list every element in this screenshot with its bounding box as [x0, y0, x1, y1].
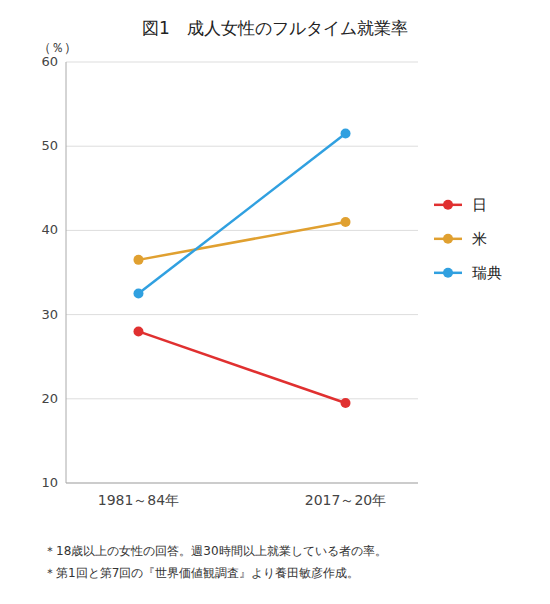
plot-area [133, 129, 350, 408]
y-tick-label: 30 [41, 307, 58, 322]
point [133, 326, 143, 336]
grid-line [66, 398, 418, 399]
legend-label: 米 [472, 230, 487, 248]
y-tick-label: 60 [41, 54, 58, 69]
grid-line [66, 230, 418, 231]
series-line [138, 134, 345, 294]
point [341, 129, 351, 139]
y-tick-label: 20 [41, 391, 58, 406]
footnote: ＊18歳以上の女性の回答。週30時間以上就業している者の率。 [44, 544, 387, 558]
series-line [138, 331, 345, 403]
legend-marker [443, 268, 453, 278]
legend-marker [443, 200, 453, 210]
y-tick-label: 40 [41, 222, 58, 237]
grid [66, 62, 418, 483]
grid-line [66, 62, 418, 63]
series-line [138, 222, 345, 260]
grid-line [66, 146, 418, 147]
point [133, 255, 143, 265]
x-tick-label: 1981～84年 [98, 492, 179, 508]
grid-line [66, 483, 418, 484]
chart: 図1 成人女性のフルタイム就業率 （％） 10 20 30 40 50 60 1981～84年 2… [0, 0, 550, 604]
grid-line [66, 314, 418, 315]
legend-label: 日 [472, 196, 487, 214]
y-tick-label: 50 [41, 138, 58, 153]
legend-label: 瑞典 [472, 264, 502, 282]
point [341, 398, 351, 408]
point [133, 289, 143, 299]
y-axis-label: （％） [38, 40, 77, 55]
footnote: ＊第1回と第7回の『世界価値観調査』より養田敏彦作成。 [44, 566, 359, 580]
legend: 日米瑞典 [434, 196, 502, 282]
legend-marker [443, 234, 453, 244]
y-tick-label: 10 [41, 475, 58, 490]
x-tick-label: 2017～20年 [305, 492, 386, 508]
x-axis [66, 483, 418, 484]
title: 図1 成人女性のフルタイム就業率 [142, 18, 408, 38]
y-axis [66, 62, 67, 483]
point [341, 217, 351, 227]
